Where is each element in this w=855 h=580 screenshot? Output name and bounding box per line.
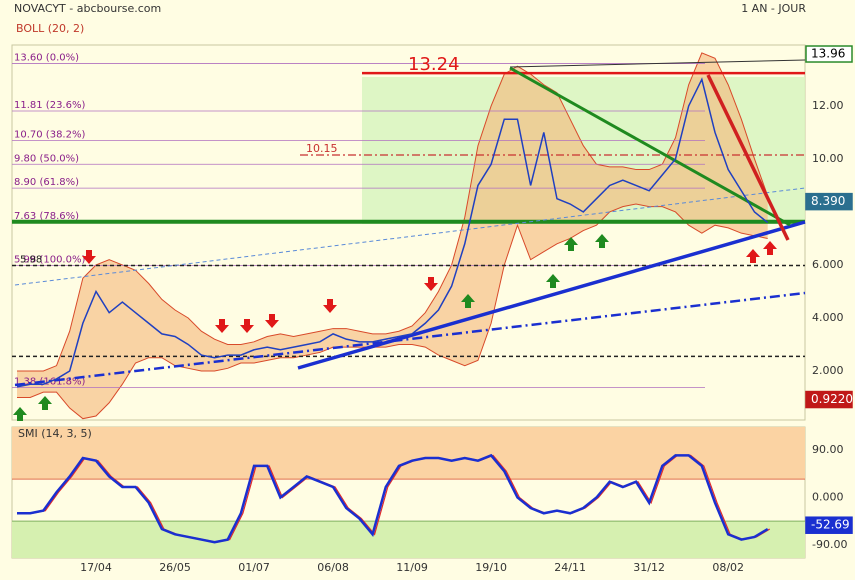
value-box — [805, 192, 853, 211]
x-tick-label: 11/09 — [396, 561, 428, 574]
fib-label: 11.81 (23.6%) — [14, 100, 85, 111]
y-tick-label: 4.000 — [812, 311, 844, 324]
lower-band — [17, 203, 768, 420]
y-tick-label: 10.00 — [812, 152, 844, 165]
overbought-zone — [12, 427, 805, 480]
x-tick-label: 24/11 — [554, 561, 586, 574]
x-tick-label: 08/02 — [712, 561, 744, 574]
indicator-label: BOLL (20, 2) — [16, 22, 84, 35]
value-box — [805, 390, 853, 409]
period: 1 AN - JOUR — [741, 2, 806, 15]
fib-label: 8.90 (61.8%) — [14, 177, 79, 188]
value-box-label: 8.390 — [811, 194, 845, 208]
y-tick-label: 90.00 — [812, 443, 844, 456]
x-tick-label: 06/08 — [317, 561, 349, 574]
value-box-label: 0.9220 — [811, 392, 853, 406]
trend-line — [509, 66, 791, 227]
level-label: 10.15 — [306, 142, 338, 155]
x-tick-label: 31/12 — [633, 561, 665, 574]
x-tick-label: 01/07 — [238, 561, 270, 574]
value-box — [805, 516, 853, 534]
fib-label: 5.98 (100.0%) — [14, 254, 85, 265]
level-label: 5.98 — [20, 254, 42, 265]
x-tick-label: 17/04 — [80, 561, 112, 574]
level-label: 13.24 — [408, 54, 460, 75]
x-tick-label: 26/05 — [159, 561, 191, 574]
x-tick-label: 19/10 — [475, 561, 507, 574]
fib-label: 9.80 (50.0%) — [14, 153, 79, 164]
upper-band — [17, 52, 769, 372]
oversold-zone — [12, 521, 805, 558]
indicator-label: SMI (14, 3, 5) — [18, 427, 92, 440]
y-tick-label: 6.000 — [812, 258, 844, 271]
value-box — [805, 45, 853, 63]
y-tick-label: 12.00 — [812, 99, 844, 112]
chart-title: NOVACYT - abcbourse.com — [14, 2, 161, 15]
smi-line — [17, 453, 769, 544]
value-box-label: 13.96 — [811, 47, 845, 61]
y-tick-label: -90.00 — [812, 538, 847, 551]
trend-line — [14, 291, 806, 387]
price-line — [16, 77, 769, 388]
fib-label: 10.70 (38.2%) — [14, 129, 85, 140]
fib-label: 13.60 (0.0%) — [14, 53, 79, 64]
y-tick-label: 2.000 — [812, 364, 844, 377]
trend-line — [509, 59, 806, 68]
trend-line — [297, 220, 806, 370]
value-box-label: -52.69 — [811, 518, 850, 532]
band-fill — [17, 52, 768, 419]
trend-line — [706, 74, 790, 241]
y-tick-label: 0.000 — [812, 490, 844, 503]
fib-label: 7.63 (78.6%) — [14, 211, 79, 222]
smi-signal — [19, 454, 770, 543]
